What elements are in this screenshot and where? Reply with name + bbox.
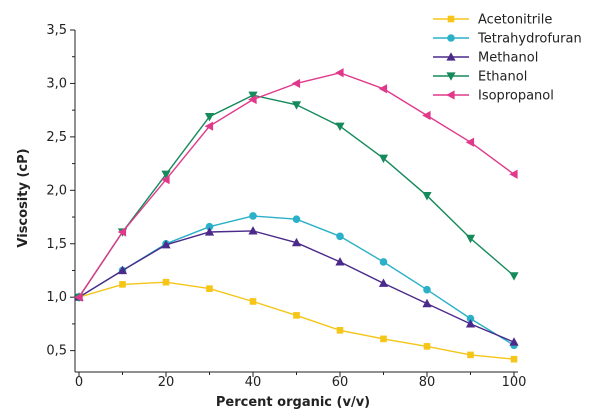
data-point-ethanol [465, 234, 476, 244]
data-point-methanol [335, 257, 345, 266]
data-point-ethanol [509, 272, 519, 281]
x-tick-label: 20 [158, 375, 175, 390]
legend-label-ethanol: Ethanol [478, 70, 527, 85]
legend-label-acetonitrile: Acetonitrile [478, 13, 552, 28]
legend-marker-ethanol [446, 72, 456, 81]
y-tick-label: 2,5 [46, 130, 67, 145]
legend-label-tetrahydrofuran: Tetrahydrofuran [477, 32, 582, 47]
data-point-ethanol [422, 192, 432, 201]
legend-item-acetonitrile: Acetonitrile [433, 13, 552, 28]
series-line-acetonitrile [78, 281, 515, 360]
data-point-acetonitrile [162, 278, 170, 286]
plot-series [74, 68, 519, 363]
y-tick-label: 0,5 [46, 344, 67, 359]
legend-marker-isopropanol [446, 90, 455, 100]
data-point-methanol [248, 226, 258, 235]
data-point-methanol [161, 240, 171, 249]
series-acetonitrile [75, 278, 518, 363]
data-point-isopropanol [161, 175, 170, 185]
y-axis-title: Viscosity (cP) [16, 148, 31, 247]
data-point-methanol [509, 337, 519, 346]
series-line-ethanol [78, 94, 515, 298]
legend-item-isopropanol: Isopropanol [433, 89, 554, 104]
data-point-acetonitrile [423, 343, 431, 350]
data-point-ethanol [291, 101, 302, 110]
data-point-isopropanol [422, 110, 431, 121]
series-methanol [74, 226, 519, 346]
data-point-isopropanol [335, 68, 344, 78]
data-point-methanol [378, 278, 389, 287]
data-point-acetonitrile [380, 335, 387, 343]
legend-item-methanol: Methanol [433, 51, 538, 66]
y-tick-label: 3,0 [46, 76, 67, 91]
y-tick-label: 1,5 [46, 237, 67, 252]
data-point-isopropanol [509, 169, 518, 179]
data-point-ethanol [335, 122, 345, 131]
x-axis-title: Percent organic (v/v) [216, 395, 370, 410]
data-point-tetrahydrofuran [379, 258, 388, 266]
data-point-isopropanol [74, 292, 83, 302]
data-point-acetonitrile [206, 285, 213, 292]
series-line-tetrahydrofuran [78, 215, 515, 346]
legend: Acetonitrile Tetrahydrofuran Methanol Ethan… [433, 13, 582, 104]
x-tick-label: 60 [332, 375, 349, 390]
legend-label-isopropanol: Isopropanol [478, 89, 554, 104]
data-point-ethanol [248, 91, 258, 100]
data-point-methanol [204, 227, 215, 236]
data-point-methanol [465, 319, 476, 328]
data-point-tetrahydrofuran [249, 212, 257, 220]
legend-marker-acetonitrile [447, 15, 455, 23]
series-tetrahydrofuran [75, 212, 518, 350]
x-tick-label: 100 [502, 375, 527, 390]
data-point-isopropanol [204, 121, 214, 131]
y-tick-label: 1,0 [46, 290, 67, 305]
axes: 0,5 1,0 1,5 2,0 2,5 3,0 3,5 0 20 40 60 80 100 [46, 23, 526, 390]
y-tick-label: 2,0 [46, 183, 67, 198]
data-point-isopropanol [248, 94, 257, 105]
legend-item-ethanol: Ethanol [433, 70, 527, 85]
legend-label-methanol: Methanol [478, 51, 538, 66]
data-point-acetonitrile [119, 281, 126, 288]
data-point-isopropanol [378, 84, 388, 94]
data-point-methanol [117, 265, 128, 275]
x-tick-label: 0 [75, 375, 83, 390]
data-point-isopropanol [465, 137, 475, 147]
legend-marker-tetrahydrofuran [447, 34, 455, 42]
data-point-tetrahydrofuran [466, 314, 475, 323]
data-point-ethanol [204, 112, 215, 122]
legend-marker-methanol [446, 52, 456, 61]
x-tick-label: 80 [419, 375, 436, 390]
data-point-isopropanol [291, 78, 301, 89]
data-point-acetonitrile [293, 312, 300, 319]
data-point-methanol [422, 298, 432, 308]
y-tick-label: 3,5 [46, 23, 67, 38]
data-point-acetonitrile [510, 355, 518, 363]
data-point-tetrahydrofuran [423, 285, 431, 294]
data-point-tetrahydrofuran [292, 215, 301, 223]
data-point-acetonitrile [467, 351, 474, 359]
data-point-tetrahydrofuran [336, 232, 344, 241]
series-ethanol [74, 91, 519, 302]
x-tick-label: 40 [245, 375, 262, 390]
data-point-acetonitrile [336, 327, 344, 334]
data-point-ethanol [161, 170, 171, 180]
data-point-isopropanol [117, 227, 127, 237]
data-point-methanol [291, 237, 302, 247]
series-line-methanol [78, 230, 515, 343]
data-point-tetrahydrofuran [205, 222, 214, 231]
legend-item-tetrahydrofuran: Tetrahydrofuran [433, 32, 582, 47]
data-point-acetonitrile [249, 298, 257, 305]
series-isopropanol [74, 68, 518, 302]
data-point-ethanol [378, 154, 389, 164]
